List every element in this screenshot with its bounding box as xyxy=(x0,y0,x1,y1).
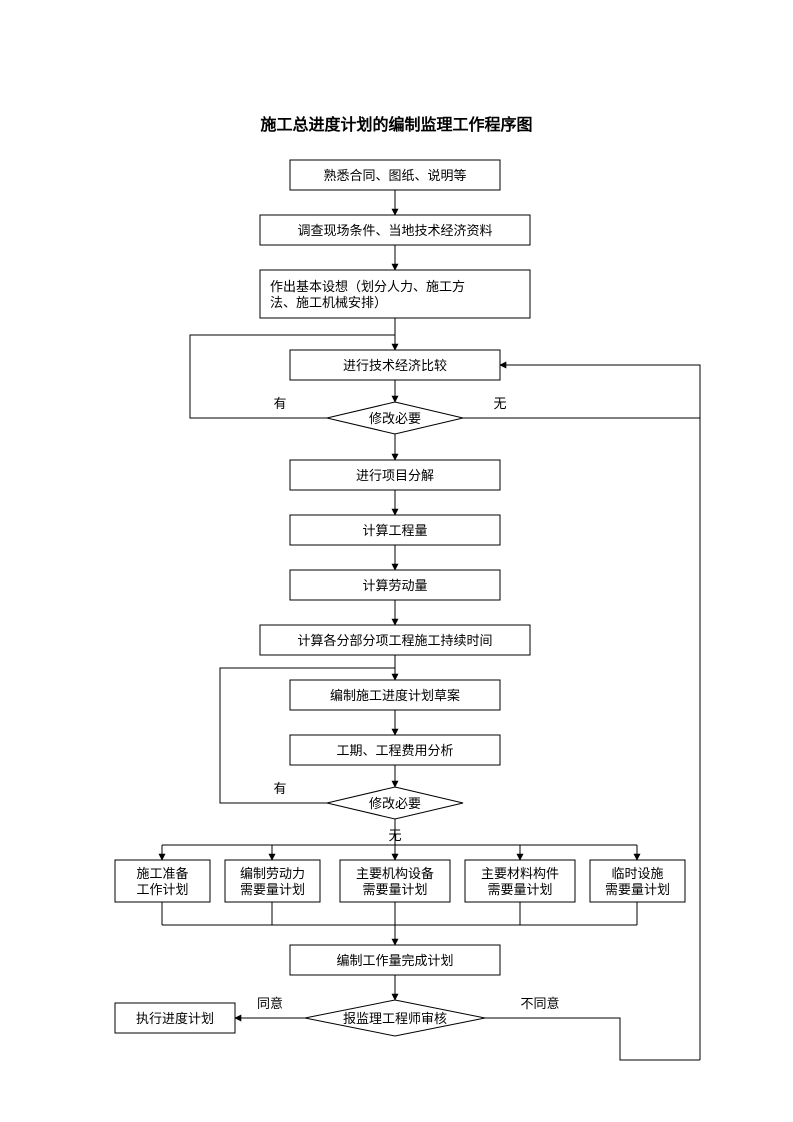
node-n8-text: 计算各分部分项工程施工持续时间 xyxy=(297,633,492,648)
node-p2-text1: 需要量计划 xyxy=(240,882,305,897)
node-n4-text: 进行技术经济比较 xyxy=(343,358,447,373)
node-p3-text1: 需要量计划 xyxy=(362,882,427,897)
chart-title: 施工总进度计划的编制监理工作程序图 xyxy=(260,115,532,134)
node-n7-text: 计算劳动量 xyxy=(362,578,427,593)
node-n6-text: 计算工程量 xyxy=(362,523,427,538)
node-p5-text1: 需要量计划 xyxy=(605,882,670,897)
node-p3-text0: 主要机构设备 xyxy=(356,866,434,881)
node-p4-text0: 主要材料构件 xyxy=(481,866,559,881)
node-p1-text0: 施工准备 xyxy=(136,866,188,881)
label-d1_left: 有 xyxy=(273,396,286,411)
node-n5-text: 进行项目分解 xyxy=(356,468,434,483)
node-n3 xyxy=(260,270,530,318)
node-n3-text0: 作出基本设想（划分人力、施工方 xyxy=(270,279,465,294)
node-d3-text: 报监理工程师审核 xyxy=(343,1011,447,1026)
label-d2_left: 有 xyxy=(273,781,286,796)
node-n3-text1: 法、施工机械安排） xyxy=(270,295,387,310)
node-d2-text: 修改必要 xyxy=(369,796,421,811)
node-n10-text: 工期、工程费用分析 xyxy=(336,743,453,758)
edge-right-up-n4 xyxy=(500,365,700,1060)
label-d2_below: 无 xyxy=(388,828,401,843)
flowchart-canvas: 施工总进度计划的编制监理工作程序图熟悉合同、图纸、说明等调查现场条件、当地技术经… xyxy=(0,0,793,1122)
node-n1-text: 熟悉合同、图纸、说明等 xyxy=(323,168,466,183)
node-d1-text: 修改必要 xyxy=(369,411,421,426)
node-n9-text: 编制施工进度计划草案 xyxy=(330,688,460,703)
node-n11-text: 编制工作量完成计划 xyxy=(336,953,453,968)
label-d3_left: 同意 xyxy=(257,996,283,1011)
edge-d3-right-out xyxy=(485,1018,700,1060)
label-d3_right: 不同意 xyxy=(520,996,559,1011)
node-p4-text1: 需要量计划 xyxy=(487,882,552,897)
label-d1_right: 无 xyxy=(493,396,506,411)
node-n12-text: 执行进度计划 xyxy=(136,1011,214,1026)
node-n2-text: 调查现场条件、当地技术经济资料 xyxy=(297,223,492,238)
node-p5-text0: 临时设施 xyxy=(611,866,663,881)
node-p1-text1: 工作计划 xyxy=(136,882,188,897)
node-p2-text0: 编制劳动力 xyxy=(240,866,305,881)
